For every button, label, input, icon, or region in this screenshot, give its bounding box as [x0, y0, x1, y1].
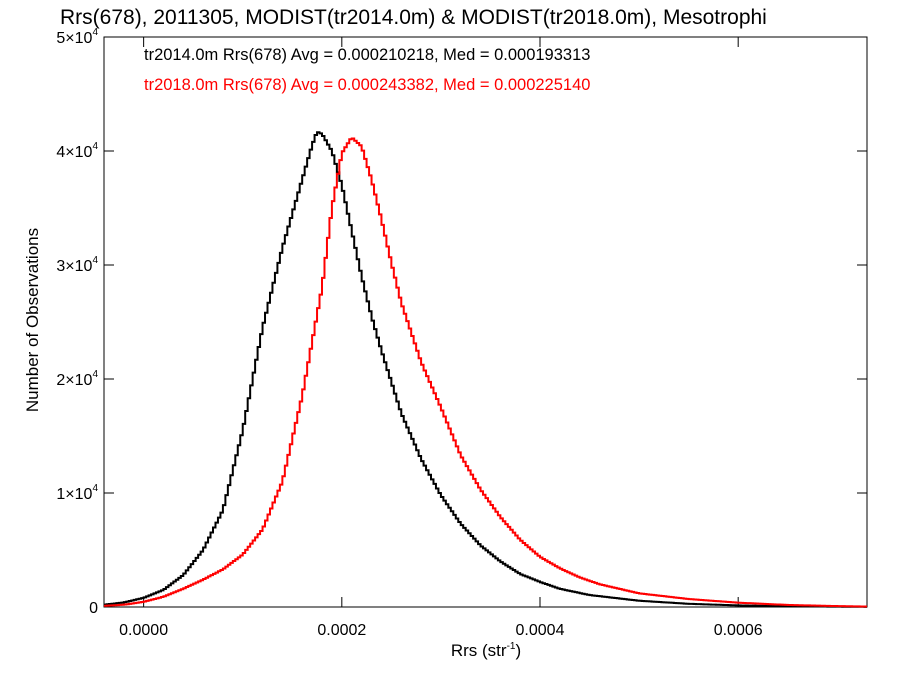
- x-axis: 0.0000 0.0002 0.0004 0.0006: [119, 37, 763, 639]
- legend-entry-tr2018: tr2018.0m Rrs(678) Avg = 0.000243382, Me…: [144, 76, 590, 94]
- y-tick-label-base: 4×10: [56, 144, 92, 161]
- x-axis-label-close: ): [515, 641, 521, 660]
- y-tick-label-base: 0: [89, 600, 98, 617]
- y-tick-label-exponent: 4: [92, 369, 98, 380]
- y-axis-label: Number of Observations: [23, 228, 42, 412]
- series-layer: [104, 131, 867, 608]
- y-tick-label-base: 3×10: [56, 258, 92, 275]
- y-tick-label-exponent: 4: [92, 483, 98, 494]
- y-tick-label: 5×104: [56, 27, 98, 47]
- x-tick-label: 0.0006: [714, 622, 763, 639]
- legend-entry-tr2014: tr2014.0m Rrs(678) Avg = 0.000210218, Me…: [144, 46, 590, 64]
- x-tick-label: 0.0002: [317, 622, 366, 639]
- y-tick-label: 1×104: [56, 483, 98, 503]
- series-line-1: [104, 137, 867, 608]
- x-tick-label: 0.0000: [119, 622, 168, 639]
- y-tick-label: 0: [89, 600, 98, 617]
- series-line-0: [104, 131, 867, 608]
- plot-frame: [103, 36, 868, 608]
- y-tick-label-exponent: 4: [92, 255, 98, 266]
- y-tick-label: 4×104: [56, 141, 98, 161]
- x-axis-label-sup: -1: [507, 641, 516, 652]
- y-tick-label-base: 5×10: [56, 30, 92, 47]
- y-tick-label: 3×104: [56, 255, 98, 275]
- y-tick-label-base: 1×10: [56, 486, 92, 503]
- x-tick-label: 0.0004: [516, 622, 565, 639]
- x-axis-label-main: Rrs (str: [451, 641, 507, 660]
- y-tick-label-exponent: 4: [92, 27, 98, 38]
- chart-title: Rrs(678), 2011305, MODIST(tr2014.0m) & M…: [60, 6, 767, 29]
- y-tick-label: 2×104: [56, 369, 98, 389]
- x-axis-label: Rrs (str-1): [451, 641, 521, 660]
- y-tick-label-exponent: 4: [92, 141, 98, 152]
- y-tick-label-base: 2×10: [56, 372, 92, 389]
